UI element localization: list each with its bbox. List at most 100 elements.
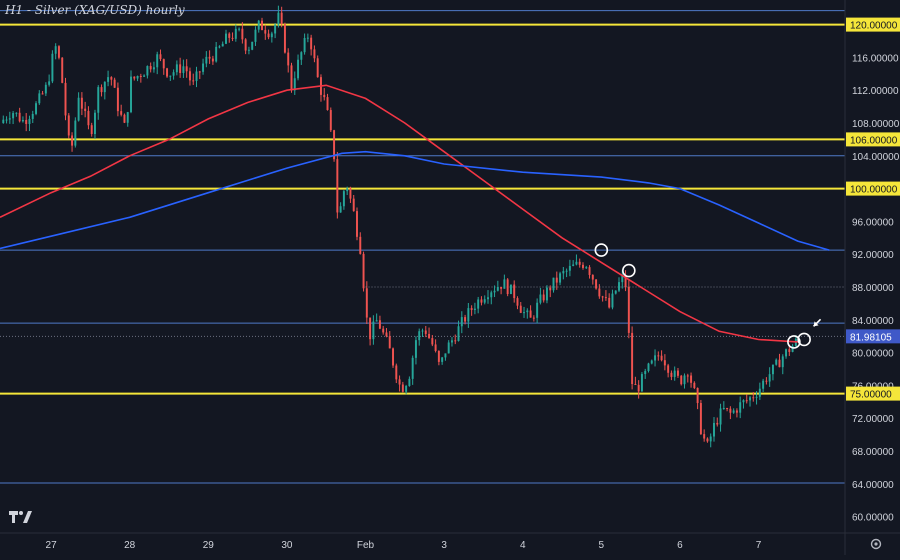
candle-body <box>536 302 539 318</box>
candle-body <box>719 408 722 425</box>
candle-body <box>90 125 93 135</box>
candle-body <box>424 330 427 334</box>
candle-body <box>591 274 594 280</box>
red-moving-average-line <box>0 84 798 343</box>
candle-body <box>156 54 159 68</box>
x-tick-label: 7 <box>756 540 762 551</box>
candle-body <box>706 438 709 442</box>
candle-body <box>280 12 283 25</box>
candle-body <box>611 293 614 308</box>
candle-body <box>359 236 362 254</box>
x-tick-label: 28 <box>124 540 136 551</box>
candle-body <box>264 30 267 34</box>
candle-body <box>297 59 300 79</box>
candle-body <box>755 396 758 398</box>
candle-body <box>516 298 519 306</box>
candle-body <box>113 79 116 88</box>
candle-body <box>369 317 372 340</box>
candle-body <box>785 349 788 357</box>
candle-body <box>100 87 103 93</box>
moving-averages <box>0 84 830 343</box>
candle-body <box>162 59 165 69</box>
candle-body <box>28 118 31 124</box>
candle-body <box>660 355 663 361</box>
current-price-tag <box>846 329 900 344</box>
circle-marker <box>622 263 636 278</box>
candle-body <box>356 211 358 237</box>
candle-body <box>722 408 725 410</box>
candle-body <box>693 382 696 389</box>
yellow-level-tag <box>846 181 900 196</box>
candle-body <box>365 288 368 318</box>
candle-body <box>41 93 44 95</box>
candle-body <box>378 320 381 329</box>
candle-body <box>470 308 473 310</box>
candle-body <box>598 288 601 297</box>
candle-body <box>300 52 303 60</box>
candle-body <box>12 113 15 119</box>
candle-body <box>503 279 506 289</box>
candle-body <box>418 331 421 341</box>
candle-body <box>44 84 47 94</box>
candle-body <box>657 355 660 357</box>
y-tick-label: 60.00000 <box>852 513 894 524</box>
candle-body <box>614 290 617 294</box>
gear-icon[interactable] <box>870 538 882 550</box>
candle-body <box>408 378 411 386</box>
candle-body <box>726 408 729 410</box>
candle-body <box>545 287 548 301</box>
candle-body <box>487 297 489 300</box>
candle-body <box>542 294 545 301</box>
candle-body <box>169 75 172 77</box>
candle-body <box>395 365 398 380</box>
candle-body <box>637 384 640 392</box>
candle-body <box>172 72 175 76</box>
candle-body <box>565 270 568 272</box>
candle-body <box>582 264 584 268</box>
candle-body <box>699 403 702 435</box>
candle-body <box>444 353 447 358</box>
candle-body <box>126 112 129 123</box>
candle-body <box>195 71 198 81</box>
candle-body <box>663 360 666 366</box>
candle-body <box>758 388 761 397</box>
candle-body <box>8 118 11 120</box>
candle-body <box>247 49 250 51</box>
candle-body <box>526 310 529 313</box>
candle-body <box>64 82 67 116</box>
candle-body <box>434 344 437 351</box>
candle-body <box>401 384 404 392</box>
candle-body <box>477 299 480 309</box>
candle-body <box>231 37 234 39</box>
candle-body <box>496 286 499 291</box>
candle-body <box>35 103 38 114</box>
candle-body <box>77 97 80 121</box>
y-tick-label: 96.00000 <box>852 217 894 228</box>
candle-body <box>752 397 755 399</box>
candle-body <box>244 39 247 51</box>
candle-body <box>71 135 74 146</box>
x-tick-label: 27 <box>46 540 58 551</box>
candle-body <box>680 375 683 385</box>
candle-body <box>703 434 706 439</box>
candle-body <box>211 58 214 62</box>
candle-body <box>185 66 188 72</box>
y-tick-label: 88.00000 <box>852 283 894 294</box>
candle-body <box>555 277 558 283</box>
candle-body <box>18 112 21 122</box>
candle-body <box>568 265 571 271</box>
candle-body <box>130 76 132 113</box>
candle-body <box>80 97 83 109</box>
yellow-level-label: 120.00000 <box>850 21 898 32</box>
candle-body <box>166 68 169 77</box>
candle-body <box>87 110 90 126</box>
candle-body <box>690 375 693 383</box>
candle-body <box>539 294 542 303</box>
candle-body <box>500 286 503 289</box>
candle-body <box>61 57 64 83</box>
candle-body <box>225 33 227 44</box>
candle-body <box>372 321 375 340</box>
candle-body <box>306 37 309 39</box>
